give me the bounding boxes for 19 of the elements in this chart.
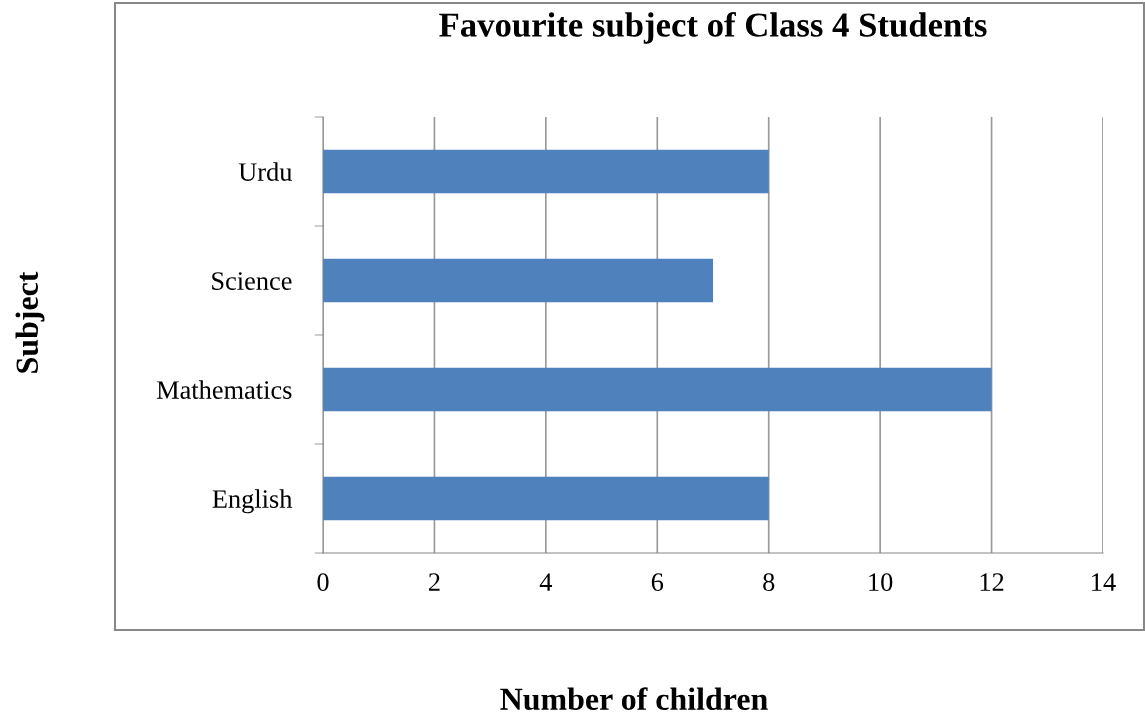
y-axis-title: Subject bbox=[15, 271, 45, 373]
y-tick-label: Science bbox=[212, 272, 292, 290]
bar bbox=[323, 367, 992, 412]
x-tick-label: 14 bbox=[1092, 573, 1116, 591]
bar bbox=[323, 258, 713, 303]
x-tick-label: 2 bbox=[428, 573, 440, 591]
y-tick-label: Mathematics bbox=[156, 380, 292, 399]
x-tick-label: 0 bbox=[317, 573, 329, 592]
chart-title: Favourite subject of Class 4 Students bbox=[439, 12, 987, 44]
x-tick-label: 8 bbox=[763, 573, 775, 592]
y-tick-label: English bbox=[212, 489, 293, 514]
bar bbox=[323, 476, 769, 521]
bar bbox=[323, 149, 769, 194]
x-tick-label: 6 bbox=[651, 573, 664, 592]
x-tick-label: 4 bbox=[539, 573, 553, 591]
x-axis-title: Number of children bbox=[500, 687, 768, 711]
x-tick-label: 10 bbox=[869, 573, 893, 592]
x-tick-label: 12 bbox=[980, 573, 1004, 591]
y-tick-label: Urdu bbox=[238, 162, 292, 181]
